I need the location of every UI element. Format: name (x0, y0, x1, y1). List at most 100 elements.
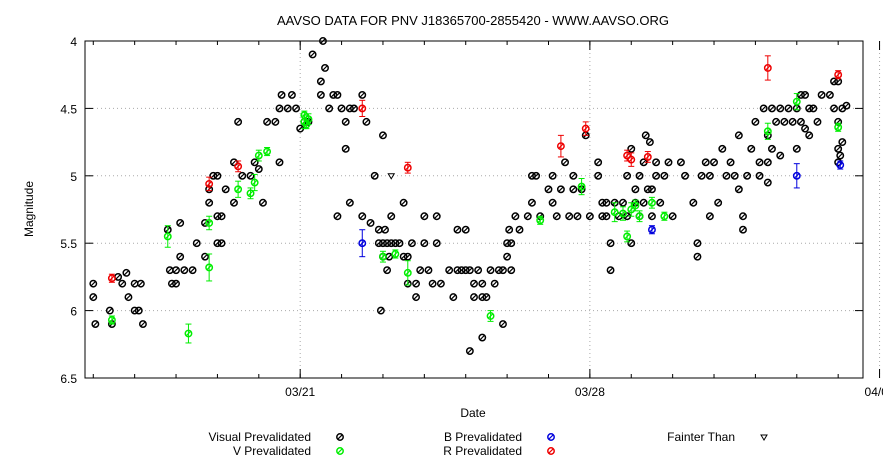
v-point (635, 212, 644, 221)
visual-point-hatch (492, 281, 498, 287)
visual-point (379, 239, 387, 248)
x-tick-label: 04/04 (865, 385, 883, 399)
visual-point-hatch (806, 132, 812, 138)
visual-point (205, 198, 214, 207)
visual-point-hatch (756, 173, 763, 179)
visual-point-hatch (624, 173, 630, 179)
visual-point (383, 239, 392, 248)
visual-point-hatch (471, 281, 477, 287)
visual-point-hatch (790, 119, 796, 125)
visual-point-hatch (173, 281, 179, 287)
visual-point (465, 266, 474, 275)
v-point (623, 232, 632, 241)
b-point-hatch (359, 240, 365, 246)
visual-point (474, 266, 483, 275)
visual-point-hatch (769, 105, 775, 112)
v-point (631, 201, 640, 210)
legend-marker (760, 434, 768, 441)
visual-point (341, 144, 350, 153)
visual-point (308, 50, 317, 59)
v-point-hatch (487, 313, 494, 319)
v-point (403, 268, 412, 277)
r-point (763, 64, 772, 72)
visual-point-hatch (463, 227, 469, 233)
visual-point-hatch (367, 220, 374, 226)
visual-point-hatch (761, 105, 767, 112)
visual-point-hatch (338, 105, 345, 112)
r-point-hatch (765, 65, 771, 71)
visual-point (122, 268, 131, 277)
visual-point-hatch (467, 267, 473, 273)
visual-point-hatch (434, 213, 440, 219)
visual-point (825, 90, 834, 99)
r-point (627, 155, 636, 164)
visual-point-hatch (347, 200, 353, 206)
visual-point-hatch (727, 159, 734, 165)
v-point (379, 252, 387, 261)
r-point-hatch (645, 154, 651, 160)
v-point-hatch (185, 330, 192, 337)
visual-point-hatch (218, 213, 225, 219)
visual-point (478, 293, 487, 302)
visual-point (383, 266, 392, 275)
visual-point (457, 266, 466, 275)
visual-point-hatch (653, 173, 659, 179)
visual-point (730, 171, 739, 180)
visual-point (503, 239, 512, 248)
visual-point (89, 279, 98, 288)
visual-point (801, 90, 810, 99)
v-point-hatch (661, 213, 667, 219)
visual-point (641, 131, 650, 140)
visual-point (407, 239, 416, 248)
visual-point (796, 90, 805, 99)
visual-point (350, 104, 358, 113)
visual-point (652, 158, 661, 167)
visual-point (217, 212, 226, 221)
visual-point (399, 198, 408, 207)
r-point (643, 152, 652, 161)
v-point-hatch (537, 217, 543, 223)
legend-marker (547, 447, 555, 455)
legend-marker (336, 433, 344, 441)
visual-point (602, 198, 611, 207)
v-point (577, 182, 586, 191)
r-point (234, 162, 243, 171)
visual-point-hatch (545, 186, 552, 192)
visual-point-hatch (506, 227, 512, 233)
chart-title: AAVSO DATA FOR PNV J18365700-2855420 - W… (277, 13, 669, 28)
v-point (763, 127, 772, 136)
visual-point-hatch (827, 92, 833, 98)
visual-point (734, 185, 743, 194)
visual-point (768, 104, 776, 113)
visual-point (759, 104, 768, 113)
visual-point (830, 77, 838, 86)
visual-point (689, 198, 698, 207)
visual-point (230, 198, 238, 207)
visual-point-hatch (781, 119, 787, 125)
visual-point (585, 212, 594, 221)
visual-point (461, 225, 470, 234)
b-point (792, 171, 801, 180)
visual-point-hatch (500, 321, 506, 327)
visual-point-hatch (115, 274, 121, 280)
visual-point (801, 124, 810, 133)
v-point-hatch (380, 254, 386, 260)
visual-point (664, 158, 673, 167)
visual-point-hatch (649, 186, 655, 192)
visual-point-hatch (483, 294, 490, 300)
visual-point-hatch (218, 240, 225, 246)
visual-point (387, 239, 396, 248)
visual-point (478, 279, 487, 288)
visual-point-hatch (467, 348, 473, 354)
visual-point-hatch (653, 159, 659, 165)
visual-point (486, 266, 495, 275)
visual-point-hatch (438, 281, 444, 287)
visual-point (263, 117, 272, 126)
v-point (660, 212, 669, 221)
visual-point-hatch (595, 159, 601, 165)
visual-point (527, 171, 536, 180)
v-point (163, 232, 172, 241)
visual-point-hatch (641, 159, 647, 165)
visual-point (258, 198, 267, 207)
r-point-hatch (558, 143, 564, 149)
